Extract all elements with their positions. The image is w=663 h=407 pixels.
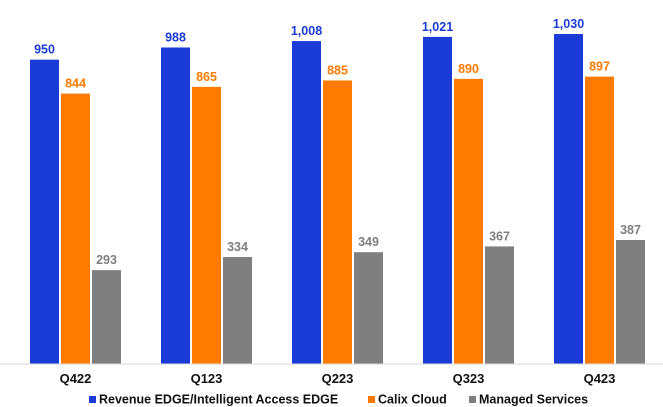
value-label-q422-series-1: 844	[65, 77, 86, 91]
legend: Revenue EDGE/Intelligent Access EDGE Cali…	[89, 393, 588, 407]
value-label-q423-series-2: 387	[620, 223, 641, 237]
legend-label-series-2: Managed Services	[479, 393, 588, 407]
bar-q423-series-2	[616, 240, 645, 364]
value-label-q323-series-2: 367	[489, 229, 510, 243]
value-label-q423-series-0: 1,030	[553, 17, 584, 31]
category-label-q223: Q223	[322, 371, 354, 386]
category-label-q123: Q123	[191, 371, 223, 386]
bar-q123-series-1	[192, 86, 221, 364]
bar-q423-series-1	[585, 76, 614, 364]
value-label-q223-series-2: 349	[358, 235, 379, 249]
value-labels-layer: 950 844 293 988 865 334 1,008 885 349 1,021 890 367…	[34, 17, 641, 267]
bar-q223-series-0	[292, 41, 321, 365]
value-label-q123-series-1: 865	[196, 70, 217, 84]
bar-q223-series-1	[323, 80, 352, 364]
value-label-q223-series-0: 1,008	[291, 24, 322, 38]
bar-q422-series-2	[92, 270, 121, 364]
legend-swatch-series-1	[368, 396, 375, 403]
value-label-q223-series-1: 885	[327, 63, 348, 77]
category-labels-layer: Q422 Q123 Q223 Q323 Q423	[60, 371, 616, 386]
value-label-q123-series-2: 334	[227, 240, 248, 254]
value-label-q422-series-0: 950	[34, 43, 55, 57]
value-label-q123-series-0: 988	[165, 30, 186, 44]
category-label-q422: Q422	[60, 371, 92, 386]
legend-swatch-series-0	[89, 396, 96, 403]
bar-q223-series-2	[354, 252, 383, 364]
bar-q123-series-0	[161, 47, 190, 365]
bar-q123-series-2	[223, 256, 252, 364]
bar-q422-series-0	[30, 59, 59, 365]
bar-q323-series-1	[454, 78, 483, 365]
value-label-q323-series-0: 1,021	[422, 20, 453, 34]
bar-q323-series-2	[485, 246, 514, 364]
value-label-q422-series-2: 293	[96, 253, 117, 267]
bar-q323-series-0	[423, 36, 452, 364]
value-label-q423-series-1: 897	[589, 60, 610, 74]
bars-layer	[30, 34, 645, 365]
value-label-q323-series-1: 890	[458, 62, 479, 76]
legend-label-series-0: Revenue EDGE/Intelligent Access EDGE	[99, 393, 338, 407]
category-label-q323: Q323	[453, 371, 485, 386]
bar-q422-series-1	[61, 93, 90, 364]
legend-swatch-series-2	[469, 396, 476, 403]
legend-label-series-1: Calix Cloud	[378, 393, 447, 407]
bar-q423-series-0	[554, 34, 583, 364]
category-label-q423: Q423	[584, 371, 616, 386]
